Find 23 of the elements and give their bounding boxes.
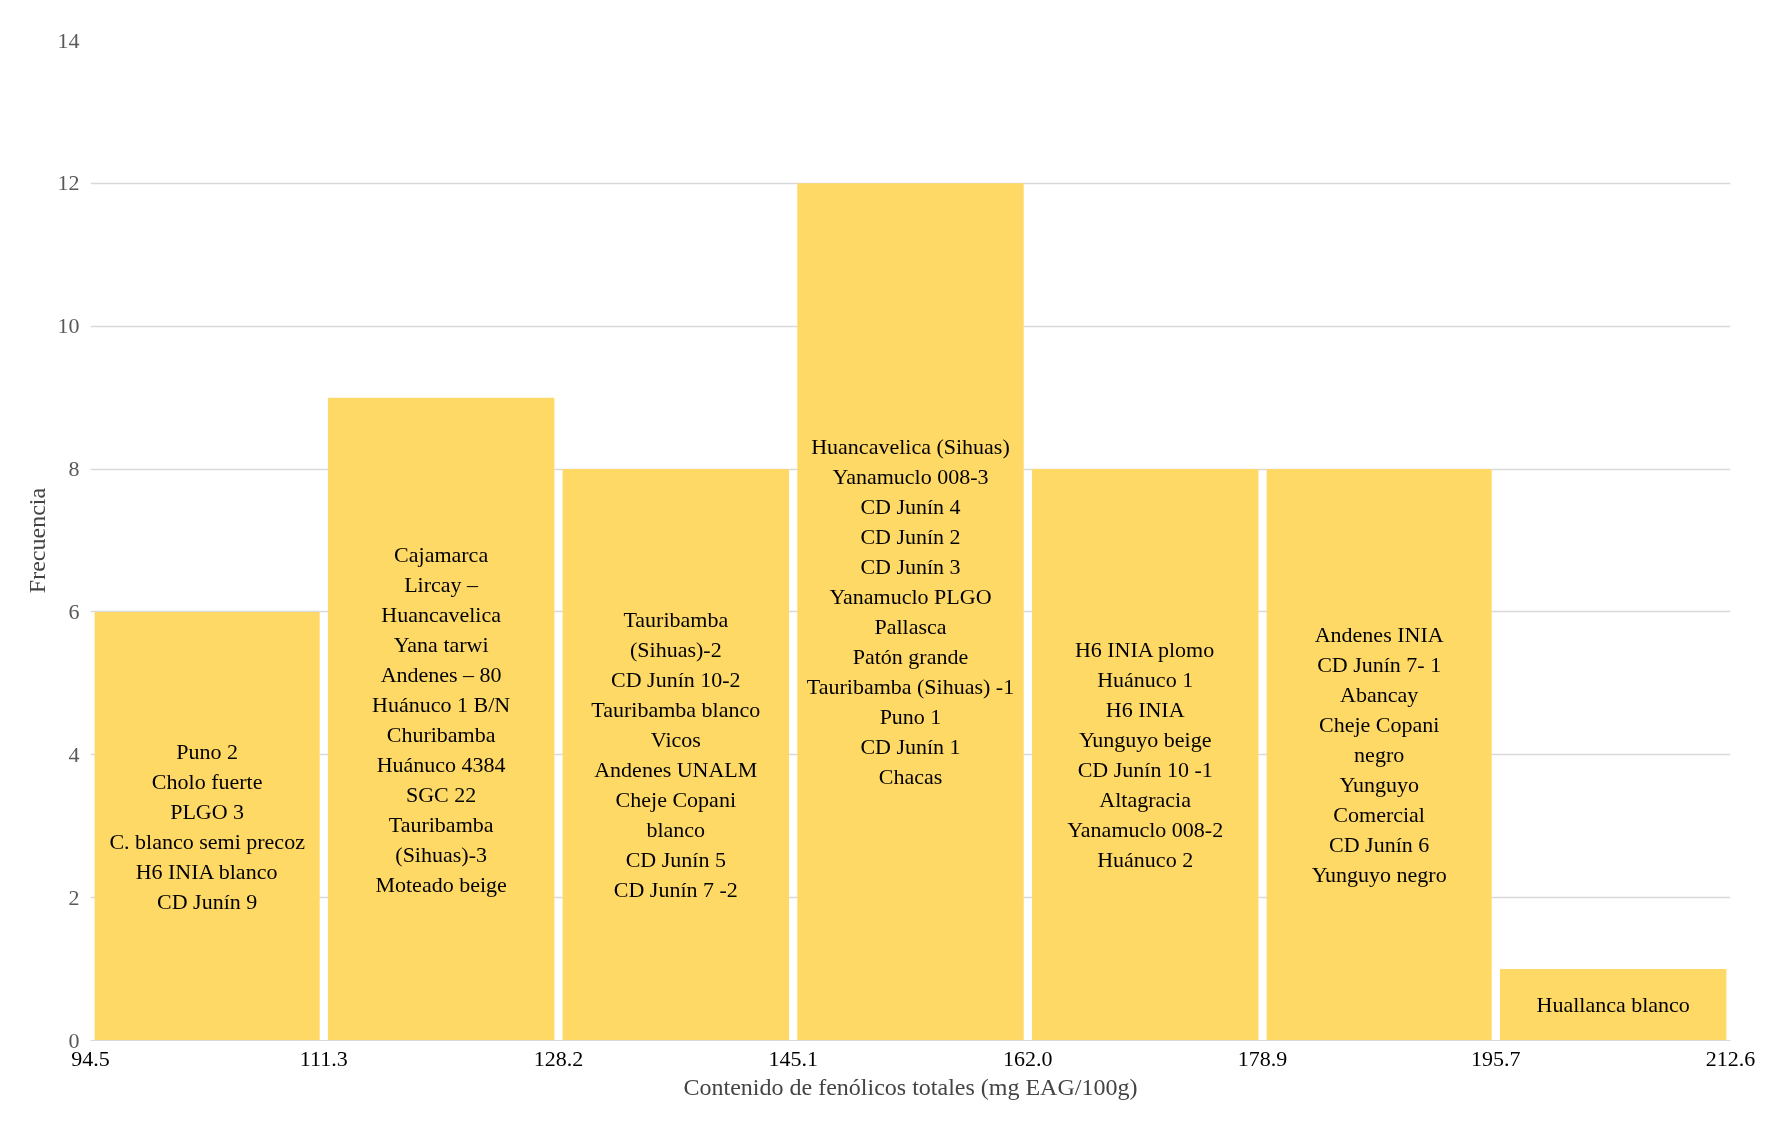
x-axis-title: Contenido de fenólicos totales (mg EAG/100g) <box>683 1073 1138 1100</box>
y-tick-label: 8 <box>68 456 80 482</box>
annotation: Puno 2 Cholo fuerte PLGO 3 C. blanco semi precoz H6 INIA blanco CD Junín 9 <box>109 738 306 914</box>
x-tick-label: 128.2 <box>533 1045 584 1071</box>
y-tick-label: 14 <box>57 27 80 53</box>
text: Huancavelica (Sihuas) Yanamuclo 008-3 CD Junín 4 CD Junín 2 CD Junín 3 Yanamuclo PLGO Pallasca Patón grande Tauribamba (Sihuas) -1 Puno 1 CD Junín 1 Chacas <box>806 434 1015 790</box>
x-tick-label: 111.3 <box>299 1045 348 1071</box>
text: Cajamarca Lircay – Huancavelica Yana tarwi Andenes – 80 Huánuco 1 B/N Churibamba Huánuco 4384 SGC 22 Tauribamba (Sihuas)-3 Moteado beige <box>372 541 511 897</box>
x-tick-label: 212.6 <box>1705 1045 1756 1071</box>
y-tick-label: 12 <box>57 170 80 196</box>
annotation: H6 INIA plomo Huánuco 1 H6 INIA Yunguyo beige CD Junín 10 -1 Altagracia Yanamuclo 008-2 Huánuco 2 <box>1067 637 1224 873</box>
x-tick-label: 195.7 <box>1471 1045 1521 1071</box>
x-tick-label: 162.0 <box>1003 1045 1053 1071</box>
y-axis-title: Frecuencia <box>23 487 50 594</box>
annotation: Huallanca blanco <box>1536 992 1690 1018</box>
text: Tauribamba (Sihuas)-2 CD Junín 10-2 Tauribamba blanco Vicos Andenes UNALM Cheje Copani blanco CD Junín 5 CD Junín 7 -2 <box>591 607 761 903</box>
y-tick-label: 4 <box>68 741 80 767</box>
y-tick-label: 2 <box>68 884 80 910</box>
x-tick-label: 145.1 <box>768 1045 818 1071</box>
x-tick-label: 178.9 <box>1237 1045 1288 1071</box>
y-tick-label: 6 <box>68 598 80 624</box>
text: Andenes INIA CD Junín 7- 1 Abancay Cheje Copani negro Yunguyo Comercial CD Junín 6 Yunguyo negro <box>1311 622 1447 888</box>
y-tick-label: 10 <box>57 313 80 339</box>
